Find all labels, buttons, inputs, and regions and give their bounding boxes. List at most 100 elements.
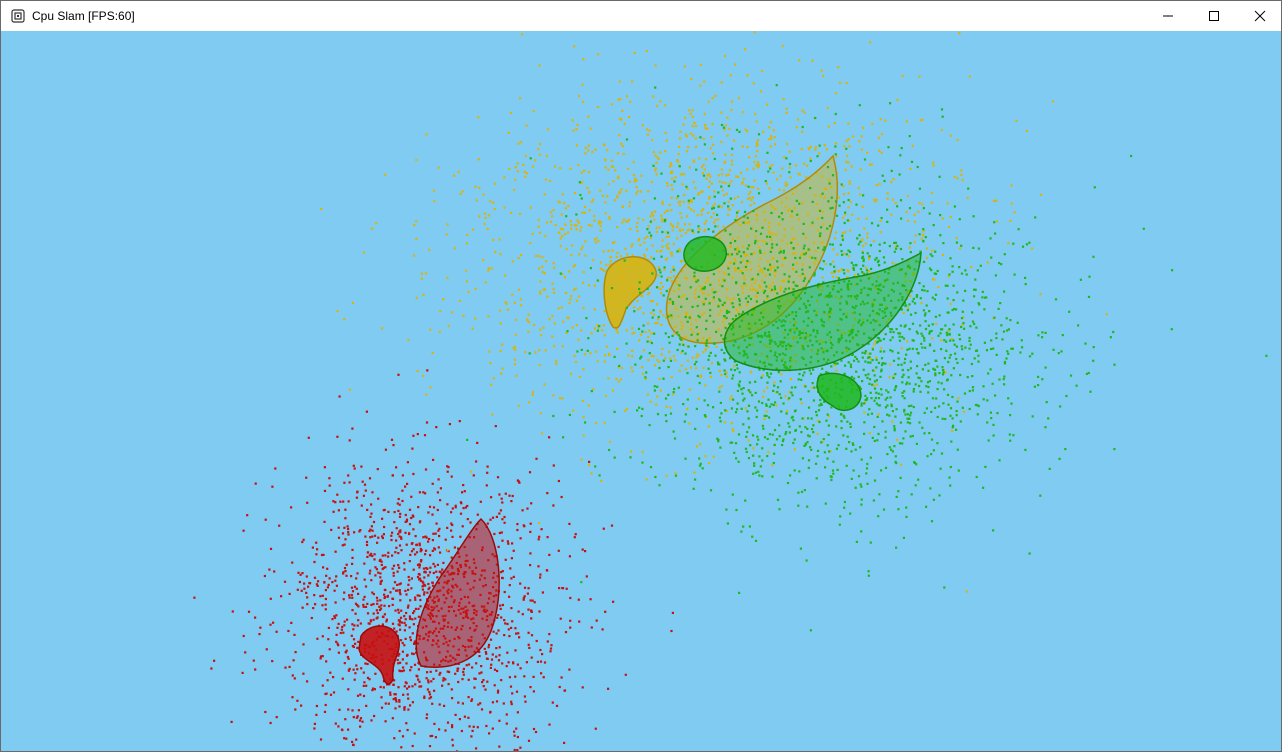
point bbox=[886, 453, 889, 456]
point bbox=[805, 236, 808, 239]
point bbox=[465, 269, 468, 272]
point bbox=[341, 677, 344, 680]
point bbox=[910, 404, 913, 407]
point bbox=[930, 329, 933, 333]
point bbox=[771, 246, 774, 249]
point bbox=[530, 656, 533, 659]
point bbox=[340, 628, 343, 631]
point bbox=[742, 525, 745, 528]
point bbox=[757, 192, 761, 195]
point bbox=[552, 464, 555, 467]
point bbox=[732, 398, 735, 401]
point bbox=[518, 636, 521, 639]
point bbox=[920, 332, 923, 335]
render-viewport[interactable] bbox=[1, 31, 1281, 751]
point bbox=[559, 617, 562, 620]
point bbox=[924, 236, 927, 239]
app-window-icon[interactable] bbox=[11, 9, 25, 23]
point bbox=[580, 581, 583, 584]
point bbox=[700, 213, 703, 216]
minimize-button[interactable] bbox=[1145, 1, 1191, 31]
title-bar[interactable]: Cpu Slam [FPS:60] bbox=[1, 1, 1281, 31]
point bbox=[870, 163, 873, 166]
point bbox=[347, 500, 350, 503]
point bbox=[467, 678, 470, 681]
point bbox=[917, 352, 920, 355]
point bbox=[402, 693, 405, 696]
point bbox=[723, 351, 726, 355]
point bbox=[935, 322, 938, 325]
point bbox=[737, 433, 741, 436]
point bbox=[342, 500, 345, 503]
point bbox=[601, 329, 604, 332]
point bbox=[446, 470, 449, 473]
point bbox=[820, 242, 823, 245]
point bbox=[670, 251, 674, 254]
point bbox=[869, 541, 872, 544]
point bbox=[951, 270, 954, 273]
point bbox=[851, 213, 854, 216]
point bbox=[897, 351, 900, 354]
point bbox=[391, 622, 395, 625]
point bbox=[417, 615, 420, 618]
point bbox=[410, 587, 413, 590]
point bbox=[498, 493, 501, 496]
point bbox=[724, 273, 727, 276]
point bbox=[761, 447, 764, 450]
point bbox=[325, 692, 328, 695]
point bbox=[721, 285, 724, 288]
point bbox=[968, 347, 971, 350]
point bbox=[728, 310, 731, 314]
point bbox=[958, 338, 962, 341]
point bbox=[763, 390, 766, 393]
point bbox=[1059, 405, 1062, 408]
point bbox=[915, 294, 919, 297]
point bbox=[821, 440, 824, 444]
point bbox=[616, 331, 619, 334]
point bbox=[861, 256, 864, 259]
point bbox=[961, 357, 964, 361]
point bbox=[405, 518, 409, 521]
point bbox=[1010, 402, 1013, 405]
point bbox=[878, 183, 881, 186]
point bbox=[757, 470, 760, 473]
point bbox=[400, 621, 403, 624]
point bbox=[691, 125, 694, 128]
point bbox=[859, 193, 862, 196]
close-button[interactable] bbox=[1237, 1, 1282, 31]
point bbox=[343, 591, 346, 594]
point bbox=[601, 268, 604, 271]
point bbox=[706, 276, 709, 279]
point bbox=[869, 361, 872, 364]
point bbox=[411, 514, 414, 517]
maximize-button[interactable] bbox=[1191, 1, 1237, 31]
point bbox=[757, 163, 760, 166]
point bbox=[928, 330, 931, 333]
point bbox=[858, 234, 861, 237]
point bbox=[852, 359, 856, 362]
point bbox=[362, 598, 365, 601]
point bbox=[458, 718, 461, 721]
point bbox=[429, 670, 432, 673]
point bbox=[803, 253, 806, 256]
point bbox=[816, 455, 819, 458]
point bbox=[845, 253, 848, 256]
point bbox=[921, 203, 924, 206]
point bbox=[722, 126, 725, 129]
point bbox=[538, 142, 542, 146]
point bbox=[1060, 350, 1063, 353]
point bbox=[960, 244, 963, 247]
point bbox=[406, 606, 410, 609]
point bbox=[419, 560, 423, 563]
point bbox=[377, 536, 380, 539]
point bbox=[794, 252, 797, 255]
point bbox=[568, 413, 571, 416]
point bbox=[519, 582, 522, 585]
point bbox=[1002, 330, 1006, 333]
point bbox=[895, 546, 898, 549]
point bbox=[471, 666, 474, 669]
point bbox=[423, 593, 426, 596]
point bbox=[717, 440, 720, 443]
point bbox=[291, 696, 294, 699]
point bbox=[348, 596, 351, 599]
